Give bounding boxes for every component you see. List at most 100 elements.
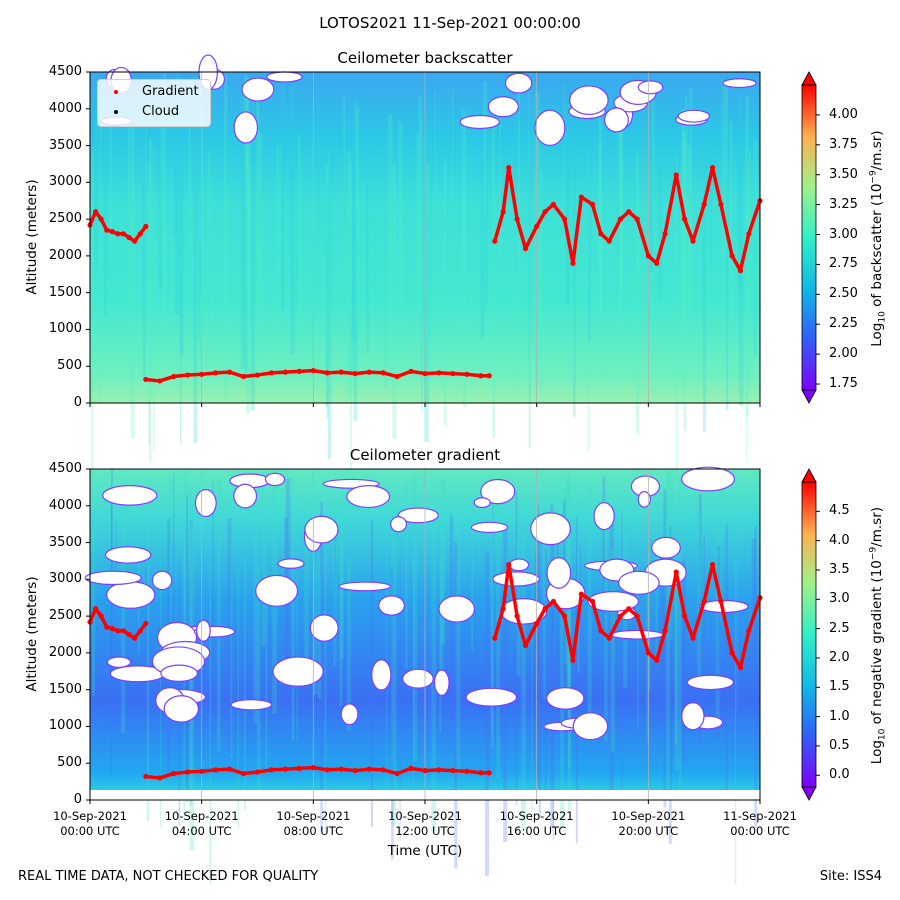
gradient-texture-stripe (304, 496, 309, 660)
gradient-texture-stripe (115, 520, 117, 726)
backscatter-texture-stripe (128, 124, 131, 363)
gradient-texture-stripe (261, 471, 266, 647)
backscatter-texture-stripe (689, 88, 693, 317)
gradient-masked-region (530, 512, 571, 546)
gradient-y-axis-label: Altitude (meters) (24, 576, 40, 692)
gradient-masked-region (402, 668, 434, 689)
gradient-masked-region (309, 614, 339, 642)
gradient-texture-stripe (169, 474, 172, 645)
upper-gradient-trace (523, 224, 539, 251)
backscatter-texture-stripe (587, 132, 592, 342)
backscatter-colorbar-tick-label: 1.75 (829, 376, 858, 392)
backscatter-colorbar-label: Log10 of backscatter (10−9/m.sr) (868, 130, 888, 347)
gradient-y-tick-label: 1500 (48, 681, 82, 697)
gradient-masked-region (340, 703, 359, 726)
backscatter-texture-stripe (424, 117, 429, 442)
backscatter-colorbar-tick-label: 3.75 (829, 136, 858, 152)
upper-gradient-trace (730, 254, 743, 273)
backscatter-texture-stripe (443, 161, 447, 426)
backscatter-masked-region (677, 109, 711, 123)
gradient-texture-stripe (340, 503, 344, 659)
backscatter-texture-stripe (658, 162, 663, 299)
backscatter-masked-region (233, 111, 259, 144)
gradient-texture-stripe (674, 551, 678, 746)
backscatter-texture-stripe (492, 125, 496, 438)
gradient-texture-stripe (697, 515, 702, 679)
gradient-texture-stripe (285, 478, 291, 675)
gradient-masked-region (84, 570, 142, 586)
gradient-texture-stripe (333, 503, 337, 667)
gradient-texture-stripe (674, 547, 679, 771)
backscatter-texture-stripe (201, 99, 204, 329)
backscatter-texture-stripe (416, 133, 420, 286)
gradient-y-tick-label: 4000 (48, 497, 82, 513)
backscatter-texture-stripe (702, 135, 707, 433)
backscatter-y-tick-label: 4500 (48, 64, 82, 79)
gradient-masked-region (338, 581, 391, 592)
backscatter-texture-stripe (148, 163, 150, 446)
backscatter-texture-stripe (737, 94, 742, 287)
gradient-texture-stripe (346, 559, 352, 731)
backscatter-colorbar-max-arrow (801, 71, 817, 86)
backscatter-texture-stripe (387, 113, 393, 356)
gradient-texture-stripe (579, 546, 581, 706)
gradient-texture-stripe (531, 526, 533, 812)
backscatter-texture-stripe (499, 119, 501, 270)
upper-gradient-trace (663, 173, 678, 236)
gradient-texture-stripe (737, 522, 739, 705)
gradient-colorbar-tick-label: 2.5 (829, 620, 850, 636)
upper-gradient-trace (571, 195, 584, 265)
x-tick-label: 10-Sep-2021 20:00 UTC (611, 809, 686, 838)
upper-gradient-trace (590, 599, 603, 633)
gradient-masked-region (390, 516, 407, 533)
backscatter-texture-stripe (398, 121, 403, 337)
lower-gradient-point (486, 373, 492, 379)
gradient-masked-region (546, 557, 572, 589)
upper-gradient-trace (663, 570, 678, 633)
backscatter-colorbar-tick-label: 2.75 (829, 256, 858, 272)
gradient-texture-stripe (567, 470, 571, 770)
gradient-texture-stripe (244, 556, 246, 810)
upper-gradient-trace (710, 562, 723, 604)
backscatter-masked-region (241, 77, 275, 102)
upper-gradient-trace (534, 607, 547, 626)
gradient-texture-stripe (492, 482, 494, 667)
gradient-masked-region (102, 485, 158, 506)
backscatter-texture-stripe (188, 104, 191, 258)
gradient-masked-region (371, 659, 392, 691)
gradient-texture-stripe (237, 566, 240, 829)
gradient-texture-stripe (265, 559, 268, 775)
backscatter-texture-stripe (384, 127, 387, 390)
gradient-marker-icon (114, 90, 118, 94)
gradient-masked-region (378, 595, 405, 616)
legend-entry-cloud: Cloud (98, 102, 210, 122)
gradient-texture-stripe (751, 537, 756, 676)
cloud-marker-icon (114, 110, 118, 114)
backscatter-texture-stripe (599, 141, 602, 386)
gradient-texture-stripe (471, 488, 474, 652)
backscatter-texture-stripe (683, 141, 687, 431)
backscatter-texture-stripe (352, 121, 357, 343)
backscatter-y-tick-label: 3000 (48, 174, 82, 190)
upper-gradient-trace (654, 232, 667, 265)
gradient-y-tick-label: 3000 (48, 571, 82, 587)
backscatter-texture-stripe (425, 162, 430, 401)
backscatter-masked-region (637, 80, 664, 95)
upper-gradient-trace (562, 614, 575, 662)
backscatter-texture-stripe (344, 95, 347, 229)
backscatter-texture-stripe (224, 74, 228, 398)
backscatter-texture-stripe (354, 106, 360, 322)
gradient-masked-region (255, 574, 299, 607)
upper-gradient-trace (590, 202, 603, 236)
backscatter-texture-stripe (130, 126, 135, 439)
gradient-texture-stripe (110, 493, 112, 776)
gradient-masked-region (546, 687, 585, 710)
backscatter-masked-region (266, 71, 303, 83)
upper-gradient-trace (493, 210, 505, 243)
backscatter-texture-stripe (245, 87, 250, 374)
gradient-texture-stripe (610, 548, 615, 752)
backscatter-masked-region (604, 107, 629, 133)
backscatter-texture-stripe (258, 133, 263, 352)
backscatter-y-tick-label: 2000 (48, 247, 82, 263)
gradient-colorbar-tick-label: 0.0 (829, 767, 850, 783)
